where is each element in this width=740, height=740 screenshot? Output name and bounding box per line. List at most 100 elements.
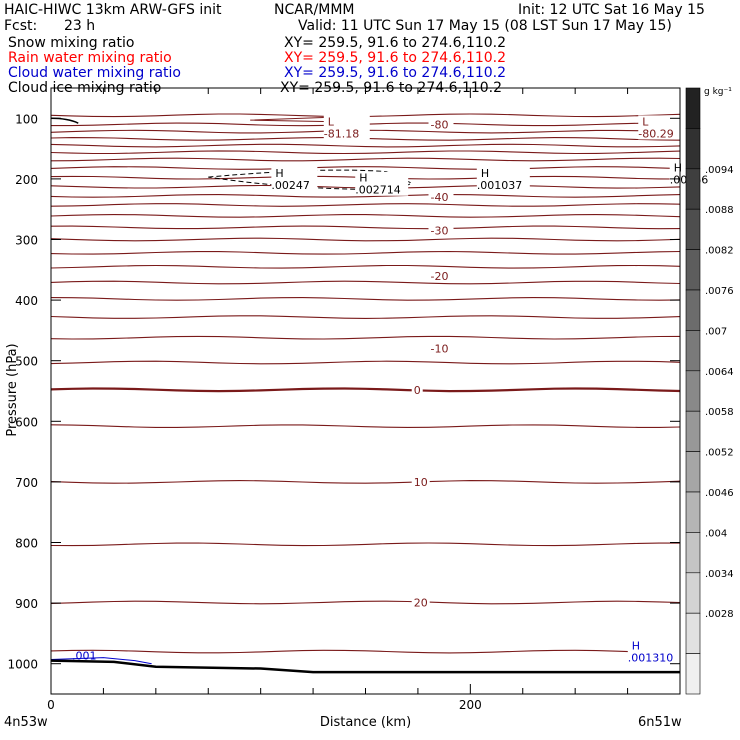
- extremum-bg: [627, 639, 681, 664]
- isotherm-label-bg: [428, 224, 454, 237]
- isotherm-line: [50, 194, 681, 198]
- extremum-bg: [476, 166, 530, 191]
- colorbar-label: .0094: [705, 165, 734, 176]
- isotherm-line: [50, 280, 681, 285]
- colorbar-swatch: [685, 128, 701, 170]
- colorbar-label: .004: [705, 528, 727, 539]
- isotherm-line: [50, 424, 681, 428]
- right-endpoint-label: 6n51w: [638, 715, 682, 730]
- isotherm-line: [50, 203, 681, 207]
- isotherm-line: [50, 143, 681, 148]
- colorbar-swatch: [685, 370, 701, 412]
- y-tick-label: 1000: [7, 658, 38, 672]
- y-axis-label: Pressure (hPa): [5, 343, 20, 436]
- colorbar-swatch: [685, 168, 701, 210]
- isotherm-label: -40: [430, 191, 448, 204]
- extremum-symbol: L: [642, 115, 649, 128]
- extremum-bg: [638, 115, 685, 140]
- extremum-value: .001037: [477, 179, 522, 192]
- colorbar-group: g kg⁻¹ .0094 .0088 .0082 .0076 .007 .0064 .0058…: [685, 87, 734, 695]
- colorbar-swatch: [685, 249, 701, 291]
- cloud-water-group: .001: [50, 649, 152, 665]
- isotherm-line: [50, 315, 681, 319]
- cloud-water-contour: [50, 657, 152, 665]
- colorbar-label: .0058: [705, 407, 734, 418]
- title-left: HAIC-HIWC 13km ARW-GFS init: [4, 2, 222, 18]
- ice-contour-edge: [50, 117, 79, 124]
- y-tick-label: 600: [15, 415, 38, 429]
- field-rain-name: Rain water mixing ratio: [8, 50, 172, 66]
- isotherm-label-bg: [411, 475, 430, 488]
- contour-label-group: -80-40-30-20-1001020L-81.18L-80.29H.0024…: [271, 115, 716, 665]
- isotherm-line: [50, 157, 681, 162]
- field-cloudwater-xy: XY= 259.5, 91.6 to 274.6,110.2: [284, 65, 507, 81]
- extremum-symbol: H: [275, 167, 283, 180]
- field-rain-xy: XY= 259.5, 91.6 to 274.6,110.2: [284, 50, 507, 66]
- colorbar-label: .0082: [705, 246, 734, 257]
- colorbar-swatch: [685, 451, 701, 493]
- isotherm-line: [50, 166, 681, 170]
- isotherm-label-bg: [428, 342, 454, 355]
- colorbar-swatch: [685, 289, 701, 331]
- extremum-symbol: H: [481, 167, 489, 180]
- extremum-symbol: H: [632, 640, 640, 653]
- terrain-line: [50, 659, 680, 674]
- extremum-value: -80.29: [638, 127, 673, 140]
- isotherm-label: 10: [414, 476, 428, 489]
- colorbar-swatch: [685, 208, 701, 250]
- colorbar-label: .0034: [705, 569, 734, 580]
- y-tick-label: 900: [15, 597, 38, 611]
- colorbar-label: .0046: [705, 488, 734, 499]
- isotherm-label-bg: [411, 596, 430, 609]
- org-label: NCAR/MMM: [274, 2, 355, 18]
- colorbar-swatch: [685, 612, 701, 654]
- colorbar-swatch: [685, 491, 701, 533]
- isotherm-label: -80: [430, 118, 448, 131]
- isotherm-line: [50, 237, 681, 242]
- colorbar-swatch: [685, 330, 701, 372]
- colorbar-label: .0052: [705, 448, 734, 459]
- colorbar-swatch: [685, 87, 701, 129]
- extremum-value: .001310: [628, 652, 674, 665]
- colorbar-label: .007: [705, 326, 727, 337]
- fcst-value: 23 h: [64, 18, 96, 34]
- isotherm-line: [50, 600, 681, 605]
- colorbar-swatch: [685, 653, 701, 695]
- isotherm-line: [50, 297, 681, 301]
- colorbar-swatch: [685, 532, 701, 574]
- isotherm-label: -30: [430, 224, 448, 237]
- y-tick-label: 100: [15, 112, 38, 126]
- field-snow-name: Snow mixing ratio: [8, 35, 135, 51]
- colorbar-label: .0088: [705, 205, 734, 216]
- fcst-label: Fcst:: [4, 18, 38, 34]
- colorbar-unit: g kg⁻¹: [704, 87, 732, 97]
- isotherm-line: [50, 360, 681, 365]
- isotherm-line: [50, 649, 681, 654]
- isotherm-label: -20: [430, 270, 448, 283]
- isotherm-line: [50, 480, 681, 484]
- extremum-bg: [323, 115, 370, 140]
- isotherm-line: [50, 150, 681, 155]
- colorbar-label: .0076: [705, 286, 734, 297]
- extremum-value: .002714: [355, 184, 401, 197]
- extremum-symbol: H: [359, 172, 367, 185]
- terrain-group: [50, 659, 680, 674]
- field-snow-xy: XY= 259.5, 91.6 to 274.6,110.2: [284, 35, 507, 51]
- colorbar-swatch: [685, 410, 701, 452]
- x-axis-label: Distance (km): [320, 715, 411, 730]
- left-endpoint-label: 4n53w: [4, 715, 48, 730]
- init-time: Init: 12 UTC Sat 16 May 15: [518, 2, 705, 18]
- colorbar-label: .0028: [705, 609, 734, 620]
- isotherm-label: 0: [414, 384, 421, 397]
- y-tick-label: 200: [15, 173, 38, 187]
- extremum-value: .00247: [271, 179, 310, 192]
- extremum-bg: [355, 171, 409, 196]
- isotherm-line: [50, 542, 680, 547]
- isotherm-label: -10: [430, 343, 448, 356]
- x-tick-label: 0: [47, 698, 55, 712]
- extremum-bg: [271, 166, 318, 191]
- isotherm-line: [50, 225, 681, 230]
- y-tick-label: 400: [15, 294, 38, 308]
